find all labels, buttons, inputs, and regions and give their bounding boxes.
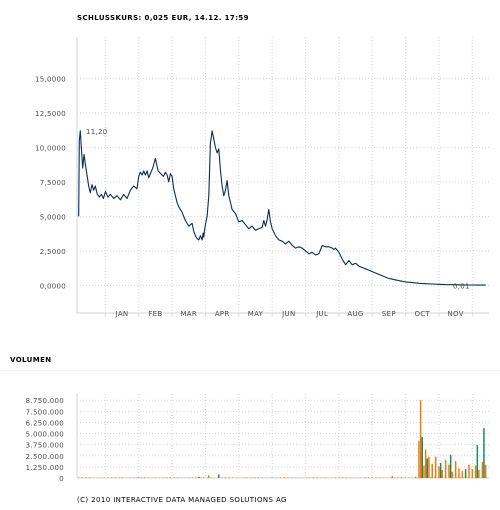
volume-y-tick-label: 1.250.000	[26, 464, 64, 472]
volume-bar-orange	[481, 462, 484, 478]
x-tick-label: APR	[215, 310, 230, 318]
volume-bar-green	[218, 474, 220, 478]
volume-bar-green	[449, 454, 452, 478]
volume-bar-orange	[208, 475, 210, 478]
x-tick-label: FEB	[148, 310, 162, 318]
volume-y-tick-label: 3.750.000	[26, 442, 64, 450]
volume-bar-orange	[391, 476, 393, 478]
volume-bar-orange	[438, 466, 440, 478]
volume-y-tick-label: 8.750.000	[26, 397, 64, 405]
y-tick-label: 12,5000	[35, 110, 66, 118]
x-tick-label: MAY	[248, 310, 264, 318]
volume-bar-orange	[454, 461, 457, 478]
volume-bar-green	[464, 469, 467, 478]
volume-bar-orange	[424, 449, 427, 478]
volume-bar-orange	[434, 456, 437, 478]
volume-bar-orange	[441, 470, 443, 478]
x-tick-label: JUN	[281, 310, 295, 318]
volume-bar-green	[421, 437, 423, 478]
volume-bar-orange	[448, 464, 450, 478]
volume-bar-green	[476, 445, 479, 478]
volume-bar-orange	[324, 477, 327, 478]
volume-bar-orange	[478, 470, 480, 478]
volume-bar-orange	[484, 464, 487, 478]
closing-price-header: SCHLUSSKURS: 0,025 EUR, 14.12. 17:59	[77, 14, 249, 22]
x-tick-label: SEP	[382, 310, 396, 318]
price-annotation: 11,20	[86, 128, 108, 136]
y-tick-label: 5,0000	[40, 213, 66, 221]
y-tick-label: 10,0000	[35, 144, 66, 152]
volume-bar-green	[426, 458, 428, 478]
volume-y-tick-label: 0	[59, 475, 64, 483]
volume-bar-green	[198, 477, 200, 478]
x-tick-label: JAN	[115, 310, 129, 318]
y-tick-label: 2,5000	[40, 248, 66, 256]
y-tick-label: 7,5000	[40, 179, 66, 187]
y-tick-label: 0,0000	[40, 282, 66, 290]
volume-y-tick-label: 5.000.000	[26, 431, 64, 439]
volume-bar-orange	[428, 456, 430, 478]
x-tick-label: JUL	[315, 310, 328, 318]
volume-bar-green	[138, 477, 140, 478]
volume-bar-orange	[364, 477, 367, 478]
volume-bar-orange	[444, 460, 447, 478]
volume-bar-orange	[121, 477, 123, 478]
volume-y-tick-label: 7.500.000	[26, 408, 64, 416]
volume-bar-orange	[461, 470, 464, 478]
volume-bar-orange	[414, 476, 417, 478]
volume-bar-green	[483, 428, 485, 478]
x-tick-label: OCT	[414, 310, 430, 318]
volume-bar-orange	[244, 477, 247, 478]
volume-bar-orange	[468, 464, 470, 478]
volume-bar-orange	[451, 471, 454, 478]
volume-bar-orange	[431, 463, 433, 478]
volume-title: VOLUMEN	[10, 356, 52, 364]
price-annotation: 0,01	[453, 282, 470, 290]
volume-bar-orange	[423, 465, 425, 478]
volume-bar-green	[439, 462, 442, 478]
volume-bar-chart: 0 1.250.000 2.500.000 3.750.000 5.000.000 6.2…	[0, 370, 500, 483]
volume-y-tick-label: 6.250.000	[26, 419, 64, 427]
volume-bar-orange	[418, 440, 420, 478]
x-tick-label: AUG	[347, 310, 363, 318]
volume-bar-orange	[471, 469, 474, 478]
volume-bar-orange	[474, 465, 477, 478]
x-tick-label: NOV	[447, 310, 463, 318]
volume-bar-orange	[458, 468, 460, 478]
price-series-line	[78, 130, 486, 286]
volume-y-tick-label: 2.500.000	[26, 453, 64, 461]
x-tick-label: MAR	[180, 310, 197, 318]
copyright-notice: (C) 2010 INTERACTIVE DATA MANAGED SOLUTI…	[77, 496, 287, 504]
price-line-chart: 0,0000 2,5000 5,0000 7,5000 10,0000 12,5000 15…	[35, 37, 489, 318]
volume-bar-orange	[419, 400, 422, 478]
y-tick-label: 15,0000	[35, 75, 66, 83]
